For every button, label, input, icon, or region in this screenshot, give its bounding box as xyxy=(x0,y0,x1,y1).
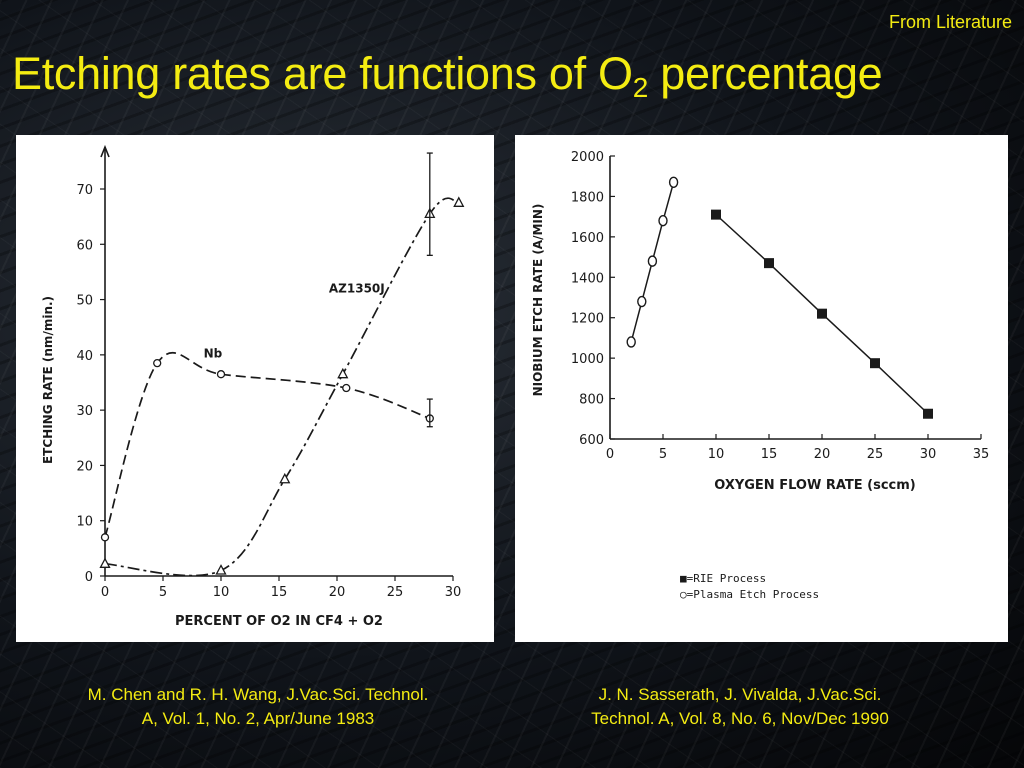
data-point-square xyxy=(923,408,933,419)
data-point-square xyxy=(817,308,827,319)
y-tick-label: 600 xyxy=(579,433,604,448)
x-axis-label: PERCENT OF O2 IN CF4 + O2 xyxy=(175,614,383,629)
title-end: percentage xyxy=(648,48,883,99)
legend-entry: ○=Plasma Etch Process xyxy=(680,588,819,601)
citation-left-line1: M. Chen and R. H. Wang, J.Vac.Sci. Techn… xyxy=(87,685,429,704)
series-label-az1350j: AZ1350J xyxy=(329,282,385,296)
x-axis-label: OXYGEN FLOW RATE (sccm) xyxy=(714,478,916,493)
y-tick-label: 1600 xyxy=(571,231,604,246)
y-tick-label: 1200 xyxy=(571,312,604,327)
y-axis-label: ETCHING RATE (nm/min.) xyxy=(41,296,55,464)
y-tick-label: 70 xyxy=(76,183,93,198)
left-chart-panel: 0 5 10 15 20 25 30 0 10 20 30 40 50 60 70 PERCENT OF O2… xyxy=(16,135,494,642)
data-point-circle xyxy=(626,336,636,348)
data-point-triangle xyxy=(99,557,111,568)
citation-right: J. N. Sasserath, J. Vivalda, J.Vac.Sci. … xyxy=(505,683,975,731)
x-tick-label: 0 xyxy=(101,585,109,600)
y-tick-label: 50 xyxy=(76,294,93,309)
y-tick-label: 20 xyxy=(76,459,93,474)
data-point-circle xyxy=(342,383,351,393)
x-tick-label: 15 xyxy=(761,447,778,462)
x-tick-label: 10 xyxy=(213,585,230,600)
right-chart: 0 5 10 15 20 25 30 35 600 800 1000 1200 1400 1600 1800… xyxy=(531,150,990,601)
y-tick-label: 800 xyxy=(579,393,604,408)
x-tick-label: 25 xyxy=(387,585,404,600)
data-point-circle xyxy=(668,176,679,188)
y-tick-label: 10 xyxy=(76,515,93,530)
y-tick-label: 1000 xyxy=(571,352,604,367)
data-point-circle xyxy=(153,358,162,368)
y-axis-arrow xyxy=(100,144,110,158)
source-tag: From Literature xyxy=(888,12,1012,32)
x-tick-label: 25 xyxy=(867,447,884,462)
x-tick-label: 35 xyxy=(973,447,990,462)
x-tick-label: 30 xyxy=(920,447,937,462)
citation-left-line2: A, Vol. 1, No. 2, Apr/June 1983 xyxy=(141,709,375,728)
x-tick-label: 30 xyxy=(445,585,462,600)
y-tick-label: 0 xyxy=(85,570,93,585)
legend-entry: ■=RIE Process xyxy=(680,572,766,585)
data-point-triangle xyxy=(215,564,227,575)
data-point-triangle xyxy=(453,196,465,207)
citation-left: M. Chen and R. H. Wang, J.Vac.Sci. Techn… xyxy=(18,683,498,731)
series-label-nb: Nb xyxy=(204,346,223,360)
citation-right-line2: Technol. A, Vol. 8, No. 6, Nov/Dec 1990 xyxy=(591,709,889,728)
data-point-circle xyxy=(216,370,226,379)
slide-title: Etching rates are functions of O2 percen… xyxy=(12,48,883,104)
x-tick-label: 20 xyxy=(329,585,346,600)
title-subscript: 2 xyxy=(632,72,649,103)
y-tick-label: 60 xyxy=(76,238,93,253)
x-tick-label: 0 xyxy=(606,447,614,462)
x-tick-label: 10 xyxy=(708,447,725,462)
x-tick-label: 5 xyxy=(659,447,667,462)
title-main: Etching rates are functions of O xyxy=(12,48,633,99)
x-tick-label: 5 xyxy=(159,585,167,600)
series-line-az1350j xyxy=(104,197,460,577)
citation-right-line1: J. N. Sasserath, J. Vivalda, J.Vac.Sci. xyxy=(598,685,882,704)
y-tick-label: 1400 xyxy=(571,271,604,286)
data-point-circle xyxy=(647,255,658,267)
data-point-triangle xyxy=(279,472,291,484)
x-tick-label: 15 xyxy=(271,585,288,600)
data-point-square xyxy=(764,258,774,269)
right-chart-panel: 0 5 10 15 20 25 30 35 600 800 1000 1200 1400 1600 1800… xyxy=(515,135,1008,642)
data-point-triangle xyxy=(337,367,349,379)
data-point-circle xyxy=(100,533,110,542)
series-line-nb xyxy=(104,351,431,538)
x-tick-label: 20 xyxy=(814,447,831,462)
data-point-circle xyxy=(658,214,668,227)
y-tick-label: 1800 xyxy=(571,190,604,205)
y-tick-label: 2000 xyxy=(571,150,604,165)
y-tick-label: 40 xyxy=(76,349,93,364)
left-chart: 0 5 10 15 20 25 30 0 10 20 30 40 50 60 70 PERCENT OF O2… xyxy=(41,144,465,629)
y-tick-label: 30 xyxy=(76,404,93,419)
data-point-square xyxy=(711,209,721,220)
data-point-square xyxy=(870,358,880,369)
data-point-circle xyxy=(637,295,647,308)
y-axis-label: NIOBIUM ETCH RATE (A/MIN) xyxy=(531,204,545,397)
